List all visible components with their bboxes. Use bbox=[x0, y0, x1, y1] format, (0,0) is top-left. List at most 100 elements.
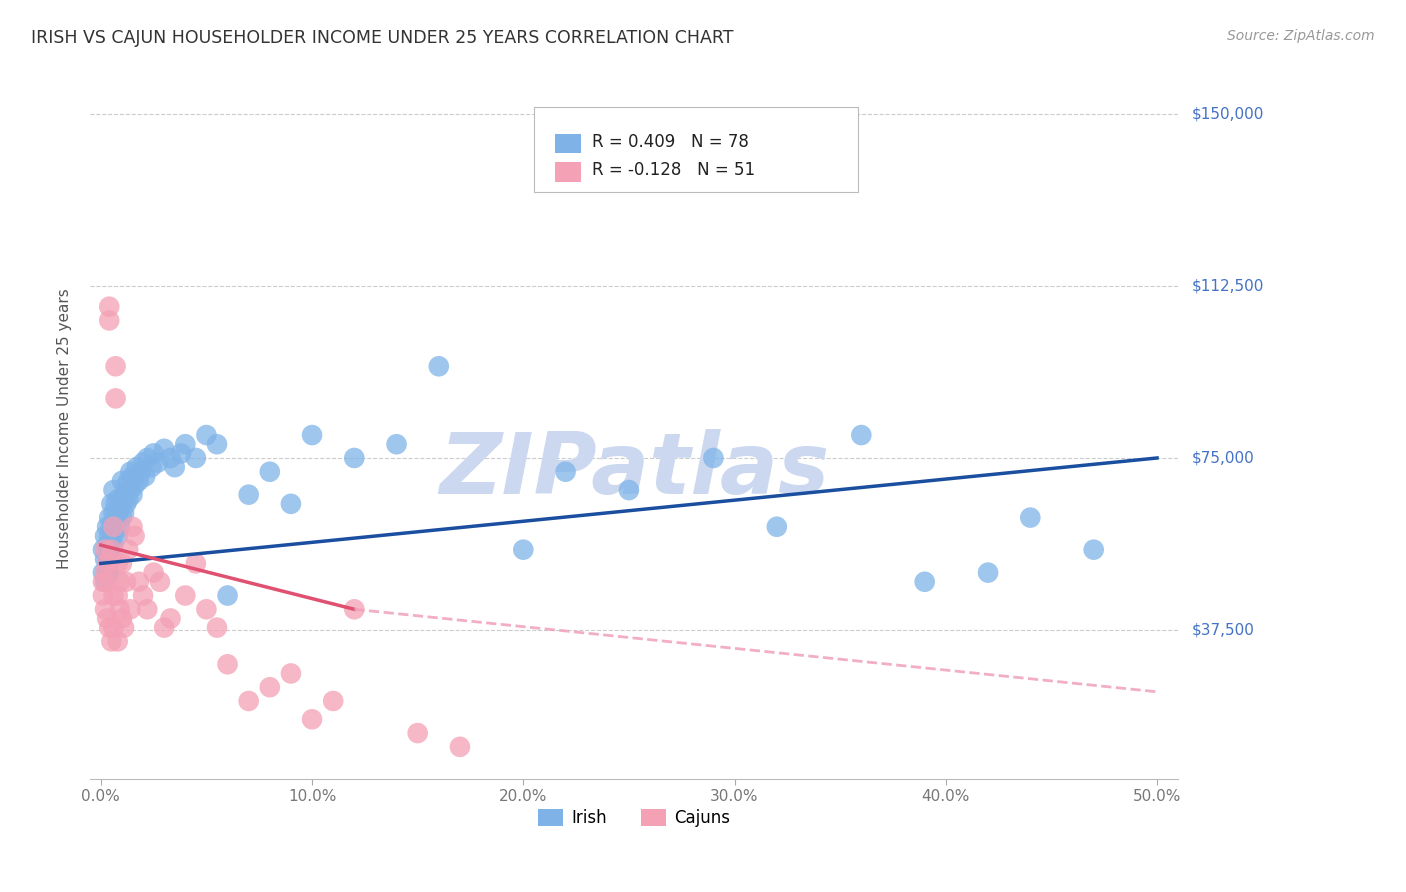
Point bbox=[702, 450, 724, 465]
Point bbox=[103, 538, 125, 552]
Point bbox=[100, 542, 122, 557]
Point bbox=[153, 621, 176, 635]
Point bbox=[132, 456, 155, 470]
Text: $150,000: $150,000 bbox=[1192, 107, 1264, 121]
Point bbox=[107, 510, 129, 524]
Point bbox=[98, 313, 121, 327]
Point bbox=[108, 574, 131, 589]
Point bbox=[184, 557, 207, 571]
Point bbox=[163, 460, 186, 475]
Point bbox=[104, 359, 127, 374]
Point bbox=[121, 520, 143, 534]
Text: $112,500: $112,500 bbox=[1192, 278, 1264, 293]
Point bbox=[343, 602, 366, 616]
Point bbox=[100, 552, 122, 566]
Point bbox=[98, 510, 121, 524]
Point bbox=[98, 300, 121, 314]
Point bbox=[136, 450, 159, 465]
Point bbox=[111, 510, 134, 524]
Point bbox=[100, 520, 122, 534]
Point bbox=[96, 557, 118, 571]
Point bbox=[94, 602, 117, 616]
Point bbox=[91, 542, 114, 557]
Point bbox=[977, 566, 1000, 580]
Point bbox=[554, 465, 576, 479]
Point bbox=[115, 574, 138, 589]
Point bbox=[94, 574, 117, 589]
Point bbox=[134, 469, 156, 483]
Point bbox=[512, 542, 534, 557]
Point bbox=[301, 712, 323, 726]
Point bbox=[121, 469, 143, 483]
Point bbox=[111, 611, 134, 625]
Point bbox=[195, 428, 218, 442]
Point bbox=[107, 589, 129, 603]
Text: R = -0.128   N = 51: R = -0.128 N = 51 bbox=[592, 161, 755, 179]
Point bbox=[108, 501, 131, 516]
Point bbox=[195, 602, 218, 616]
Point bbox=[174, 589, 197, 603]
Point bbox=[103, 506, 125, 520]
Text: $37,500: $37,500 bbox=[1192, 623, 1256, 638]
Point bbox=[121, 488, 143, 502]
Point bbox=[1083, 542, 1105, 557]
Point bbox=[449, 739, 471, 754]
Point bbox=[112, 488, 135, 502]
Point bbox=[96, 557, 118, 571]
Point bbox=[100, 533, 122, 548]
Point bbox=[111, 474, 134, 488]
Point bbox=[115, 497, 138, 511]
Point bbox=[98, 621, 121, 635]
Point bbox=[98, 566, 121, 580]
Point bbox=[149, 574, 172, 589]
Point bbox=[103, 483, 125, 497]
Point bbox=[112, 621, 135, 635]
Point bbox=[108, 520, 131, 534]
Point bbox=[146, 456, 169, 470]
Point bbox=[96, 538, 118, 552]
Point bbox=[141, 460, 163, 475]
Point bbox=[96, 611, 118, 625]
Point bbox=[385, 437, 408, 451]
Point bbox=[159, 611, 181, 625]
Point bbox=[153, 442, 176, 456]
Point bbox=[159, 450, 181, 465]
Point bbox=[111, 492, 134, 507]
Point bbox=[103, 589, 125, 603]
Point bbox=[104, 524, 127, 539]
Point bbox=[142, 446, 165, 460]
Point bbox=[91, 574, 114, 589]
Point bbox=[851, 428, 873, 442]
Point bbox=[238, 488, 260, 502]
Point bbox=[94, 566, 117, 580]
Point bbox=[136, 602, 159, 616]
Point bbox=[100, 497, 122, 511]
Point bbox=[107, 634, 129, 648]
Point bbox=[238, 694, 260, 708]
Point bbox=[124, 478, 146, 492]
Legend: Irish, Cajuns: Irish, Cajuns bbox=[531, 802, 737, 834]
Point bbox=[94, 529, 117, 543]
Point bbox=[301, 428, 323, 442]
Point bbox=[259, 680, 281, 694]
Point bbox=[107, 529, 129, 543]
Point bbox=[142, 566, 165, 580]
Point bbox=[120, 483, 142, 497]
Point bbox=[617, 483, 640, 497]
Point bbox=[108, 602, 131, 616]
Point bbox=[184, 450, 207, 465]
Point bbox=[129, 465, 152, 479]
Point bbox=[115, 478, 138, 492]
Point bbox=[104, 392, 127, 406]
Point bbox=[117, 542, 139, 557]
Point bbox=[125, 460, 148, 475]
Point bbox=[96, 574, 118, 589]
Point bbox=[124, 529, 146, 543]
Point bbox=[132, 589, 155, 603]
Point bbox=[217, 657, 239, 672]
Point bbox=[205, 437, 228, 451]
Point bbox=[117, 474, 139, 488]
Point bbox=[98, 529, 121, 543]
Point bbox=[104, 497, 127, 511]
Text: IRISH VS CAJUN HOUSEHOLDER INCOME UNDER 25 YEARS CORRELATION CHART: IRISH VS CAJUN HOUSEHOLDER INCOME UNDER … bbox=[31, 29, 734, 47]
